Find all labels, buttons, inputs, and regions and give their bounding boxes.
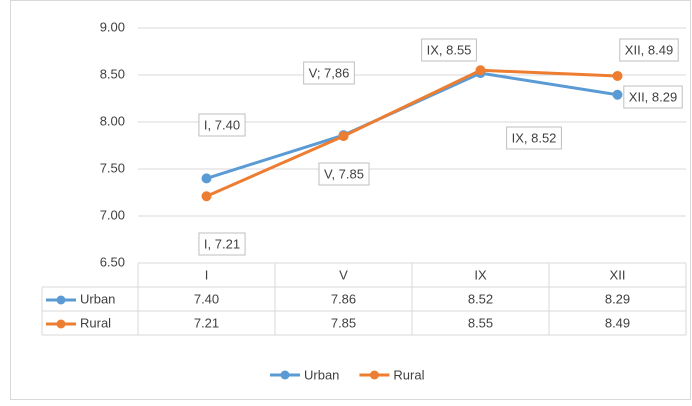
data-point (612, 89, 623, 100)
y-tick-label: 9.00 (100, 19, 125, 34)
y-tick-label: 7.00 (100, 207, 125, 222)
data-point (201, 173, 212, 184)
data-point (201, 191, 212, 202)
legend-key-marker (280, 370, 290, 380)
chart-border (10, 0, 691, 400)
data-label-box (619, 38, 679, 62)
data-point (338, 131, 349, 142)
data-point (612, 70, 623, 81)
table-cell: 7.21 (194, 315, 219, 330)
data-label-box (198, 232, 246, 256)
y-tick-label: 8.50 (100, 66, 125, 81)
table-cell: 8.49 (605, 315, 630, 330)
table-cell: 8.55 (468, 315, 493, 330)
x-tick-label: I (205, 267, 209, 282)
table-series-name: Rural (80, 315, 111, 330)
data-label: V, 7.85 (324, 166, 364, 181)
table-cell: 7.86 (331, 291, 356, 306)
legend-key-marker (56, 295, 66, 305)
data-label: I, 7.21 (204, 236, 240, 251)
data-label-box (198, 113, 246, 137)
data-point (475, 65, 486, 76)
series-line (205, 68, 618, 198)
y-tick-label: 8.00 (100, 113, 125, 128)
data-label: I, 7.40 (204, 117, 240, 132)
data-label-box (303, 61, 355, 85)
legend-key-marker (369, 370, 379, 380)
legend-key-marker (56, 319, 66, 329)
table-cell: 7.40 (194, 291, 219, 306)
x-tick-label: IX (474, 267, 487, 282)
data-label-box (421, 38, 477, 62)
table-cell: 8.52 (468, 291, 493, 306)
data-label-box (318, 162, 370, 186)
data-label: IX, 8.52 (512, 130, 557, 145)
x-tick-label: V (339, 267, 348, 282)
y-tick-label: 7.50 (100, 160, 125, 175)
legend-label: Rural (393, 367, 424, 382)
data-label: XII, 8.29 (629, 89, 677, 104)
table-series-name: Urban (80, 291, 115, 306)
table-cell: 7.85 (331, 315, 356, 330)
data-label: V; 7,86 (309, 65, 350, 80)
data-label: XII, 8.49 (625, 42, 673, 57)
data-label-box (506, 126, 562, 150)
table-cell: 8.29 (605, 291, 630, 306)
x-tick-label: XII (610, 267, 626, 282)
legend-label: Urban (304, 367, 339, 382)
y-tick-label: 6.50 (100, 254, 125, 269)
data-label-box (623, 85, 683, 109)
data-label: IX, 8.55 (427, 42, 472, 57)
